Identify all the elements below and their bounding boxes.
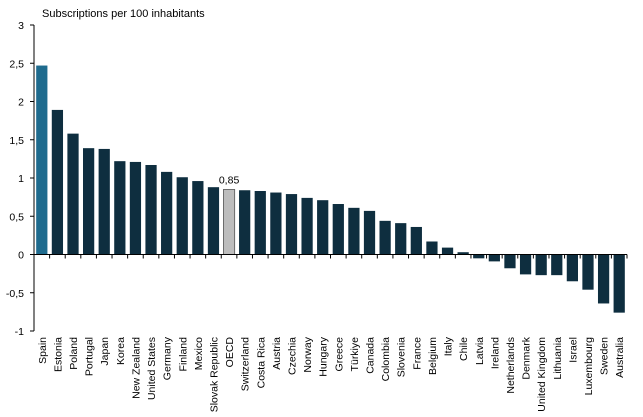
bar-finland: [176, 177, 188, 255]
x-tick-label: Korea: [115, 337, 127, 365]
x-tick-label: Luxembourg: [583, 337, 595, 396]
x-tick-label: Switzerland: [240, 337, 252, 391]
x-tick-label: Hungary: [318, 336, 330, 376]
x-tick-label: Costa Rica: [255, 337, 267, 389]
bar-spain: [36, 65, 48, 255]
x-tick-label: Mexico: [193, 337, 205, 370]
bar-canada: [363, 210, 376, 255]
x-tick-label: Poland: [68, 337, 80, 370]
x-tick-label: New Zealand: [130, 337, 142, 399]
y-tick-label: 0: [18, 250, 24, 262]
y-tick-label: 2: [18, 97, 24, 109]
x-tick-label: Colombia: [380, 337, 392, 382]
y-tick-label: 1,5: [9, 135, 24, 147]
x-tick-label: Canada: [365, 337, 377, 374]
x-tick-label: Chile: [458, 337, 470, 361]
bar-italy: [441, 247, 454, 255]
bar-oecd: [223, 189, 236, 255]
x-tick-label: OECD: [224, 337, 236, 368]
bar-austria: [270, 192, 282, 255]
bar-hungary: [317, 200, 329, 255]
bar-germany: [161, 171, 173, 255]
x-tick-label: France: [411, 337, 423, 370]
bar-japan: [98, 148, 110, 255]
x-tick-label: Czechia: [286, 337, 298, 375]
bar-united-states: [145, 164, 157, 255]
bar-poland: [67, 133, 79, 255]
y-axis-title: Subscriptions per 100 inhabitants: [42, 8, 205, 20]
bar-sweden: [597, 254, 610, 304]
bar-netherlands: [504, 254, 516, 269]
oecd-value-label: 0,85: [219, 174, 240, 186]
bar-czechia: [285, 194, 298, 255]
x-tick-label: Greece: [333, 337, 345, 372]
bar-estonia: [51, 109, 64, 255]
x-tick-label: Italy: [443, 336, 455, 356]
y-tick-label: 0,5: [9, 211, 24, 223]
bar-colombia: [379, 220, 391, 255]
x-tick-label: Denmark: [521, 336, 533, 379]
x-tick-label: Latvia: [474, 337, 486, 365]
x-tick-label: Australia: [614, 337, 626, 378]
x-tick-label: Austria: [271, 337, 283, 370]
y-tick-label: -0,5: [6, 288, 24, 300]
x-tick-label: Belgium: [427, 337, 439, 375]
x-tick-label: Türkiye: [349, 337, 361, 372]
bar-israel: [566, 254, 578, 282]
x-tick-label: Germany: [162, 336, 174, 380]
bar-greece: [332, 204, 344, 255]
bar-ireland: [488, 254, 500, 262]
x-tick-label: Norway: [302, 336, 314, 372]
bar-mexico: [192, 181, 204, 255]
bar-costa-rica: [254, 191, 266, 255]
x-tick-label: Ireland: [489, 337, 501, 369]
bar-slovak-republic: [207, 187, 220, 255]
bar-united-kingdom: [535, 254, 547, 276]
y-tick-label: 1: [18, 173, 24, 185]
bar-norway: [301, 197, 313, 255]
x-tick-label: Japan: [99, 337, 111, 366]
bar-belgium: [426, 241, 438, 255]
y-tick-label: -1: [15, 326, 24, 338]
bar-portugal: [83, 148, 95, 255]
x-tick-label: Lithuania: [552, 337, 564, 380]
x-tick-label: United Kingdom: [536, 337, 548, 412]
bar-lithuania: [551, 254, 563, 276]
y-tick-label: 2,5: [9, 58, 24, 70]
bar-korea: [114, 161, 126, 255]
bar-switzerland: [239, 190, 251, 255]
x-tick-label: Finland: [177, 337, 189, 372]
x-tick-label: Sweden: [599, 337, 611, 375]
x-tick-label: United States: [146, 337, 158, 400]
bar-chile: [457, 252, 469, 255]
x-tick-label: Portugal: [84, 337, 96, 376]
bar-new-zealand: [129, 161, 142, 255]
bar-denmark: [519, 254, 532, 275]
x-tick-label: Slovenia: [396, 337, 408, 377]
x-tick-label: Israel: [567, 337, 579, 363]
bar-slovenia: [395, 223, 407, 255]
bar-latvia: [473, 254, 485, 259]
bar-australia: [613, 254, 625, 313]
y-tick-label: 3: [18, 20, 24, 32]
bar-luxembourg: [582, 254, 594, 290]
x-tick-label: Estonia: [52, 337, 64, 372]
x-tick-label: Spain: [37, 337, 49, 364]
x-tick-label: Netherlands: [505, 337, 517, 394]
bar-france: [410, 226, 422, 255]
x-tick-label: Slovak Republic: [208, 337, 220, 412]
bar-t-rkiye: [348, 207, 360, 255]
